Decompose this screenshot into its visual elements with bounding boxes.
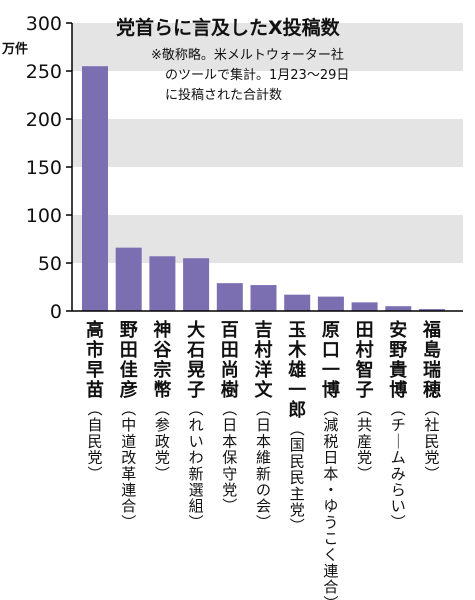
category-name: 原口一博: [322, 320, 340, 401]
bar: [419, 309, 445, 311]
category-party: ︵国民民主党︶: [290, 420, 305, 535]
bar: [284, 294, 311, 311]
category-name: 大石晃子: [186, 319, 205, 401]
category-party: ︵共産党︶: [357, 400, 372, 483]
bar: [115, 247, 142, 311]
category-party: ︵中道改革連合︶: [121, 400, 136, 531]
category-party: ︵参政党︶: [155, 400, 170, 483]
chart-title: 党首らに言及したX投稿数: [116, 16, 341, 39]
category-party: ︵日本保守党︶: [222, 400, 237, 515]
category-name: 吉村洋文: [255, 319, 274, 401]
category-label: 吉村洋文︵日本維新の会︶: [255, 319, 274, 531]
category-name: 福島瑞穂: [422, 319, 441, 401]
category-label: 大石晃子︵れいわ新選組︶: [186, 319, 205, 531]
y-tick-label: 200: [26, 109, 62, 131]
bar: [82, 66, 108, 311]
bar: [149, 256, 176, 311]
category-name: 玉木雄一郎: [287, 320, 307, 421]
y-tick-label: 300: [26, 13, 62, 35]
category-label: 玉木雄一郎︵国民民主党︶: [287, 320, 307, 535]
category-labels: 高市早苗︵自民党︶ 野田佳彦︵中道改革連合︶ 神谷宗幣︵参政党︶ 大石晃子︵れいわ新選…: [86, 319, 441, 600]
bar: [317, 296, 344, 311]
category-label: 田村智子︵共産党︶: [356, 320, 374, 483]
category-party: ︵社民党︶: [424, 400, 439, 483]
y-tick-labels: 0 50 100 150 200 250 300: [26, 13, 62, 323]
y-tick-label: 250: [26, 61, 62, 83]
category-name: 田村智子: [356, 320, 374, 401]
category-party: ︵れいわ新選組︶: [189, 400, 204, 531]
axes: [66, 22, 463, 312]
category-party: ︵減税日本・ゆうこく連合︶: [323, 400, 338, 600]
y-tick-label: 0: [50, 301, 62, 323]
category-label: 福島瑞穂︵社民党︶: [422, 319, 441, 483]
category-label: 百田尚樹︵日本保守党︶: [221, 320, 239, 515]
category-name: 安野貴博: [389, 319, 407, 401]
y-axis-unit: 万件: [1, 41, 28, 57]
note-line: に投稿された合計数: [165, 87, 282, 103]
y-tick-label: 100: [26, 205, 62, 227]
bars: [82, 66, 445, 311]
category-label: 原口一博︵減税日本・ゆうこく連合︶: [322, 320, 340, 600]
category-name: 野田佳彦: [120, 320, 138, 401]
bar: [351, 302, 378, 311]
grid-band: [72, 23, 463, 71]
category-party: ︵自民党︶: [87, 400, 102, 483]
category-label: 高市早苗︵自民党︶: [86, 319, 104, 483]
category-label: 野田佳彦︵中道改革連合︶: [120, 320, 138, 531]
category-name: 百田尚樹: [221, 320, 239, 401]
bar: [183, 258, 210, 311]
y-tick-label: 150: [26, 157, 62, 179]
grid-bands: [72, 23, 463, 263]
grid-band: [72, 119, 463, 167]
category-party: ︵日本維新の会︶: [256, 400, 271, 531]
bar: [250, 285, 277, 311]
y-tick-label: 50: [38, 253, 62, 275]
category-label: 神谷宗幣︵参政党︶: [153, 319, 172, 483]
note-line: のツールで集計。1月23～29日: [165, 67, 349, 83]
category-party: ︵チ｜ムみらい︶: [391, 400, 406, 531]
category-name: 高市早苗: [86, 319, 104, 401]
category-name: 神谷宗幣: [153, 319, 172, 401]
bar: [216, 283, 243, 311]
bar: [385, 306, 412, 311]
category-label: 安野貴博︵チ｜ムみらい︶: [389, 319, 407, 531]
note-line: ※敬称略。米メルトウォーター社: [151, 47, 344, 63]
